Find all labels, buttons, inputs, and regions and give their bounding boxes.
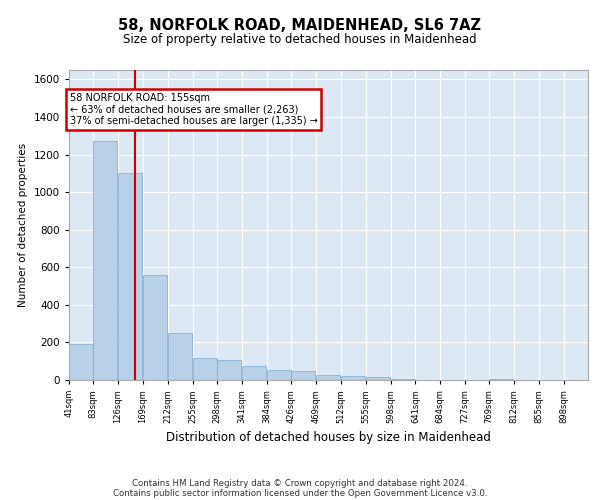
Bar — [242, 366, 266, 380]
Bar — [69, 344, 93, 380]
Bar — [193, 358, 217, 380]
Bar — [217, 360, 241, 380]
Bar — [341, 376, 365, 380]
Text: Contains public sector information licensed under the Open Government Licence v3: Contains public sector information licen… — [113, 488, 487, 498]
Y-axis label: Number of detached properties: Number of detached properties — [18, 143, 28, 307]
Bar — [118, 174, 142, 380]
Text: 58, NORFOLK ROAD, MAIDENHEAD, SL6 7AZ: 58, NORFOLK ROAD, MAIDENHEAD, SL6 7AZ — [119, 18, 482, 32]
X-axis label: Distribution of detached houses by size in Maidenhead: Distribution of detached houses by size … — [166, 431, 491, 444]
Bar — [366, 376, 389, 380]
Bar — [391, 379, 415, 380]
Bar — [489, 379, 513, 380]
Bar — [267, 370, 291, 380]
Text: Contains HM Land Registry data © Crown copyright and database right 2024.: Contains HM Land Registry data © Crown c… — [132, 478, 468, 488]
Bar — [291, 371, 315, 380]
Text: Size of property relative to detached houses in Maidenhead: Size of property relative to detached ho… — [123, 32, 477, 46]
Bar — [316, 374, 340, 380]
Bar — [143, 275, 167, 380]
Text: 58 NORFOLK ROAD: 155sqm
← 63% of detached houses are smaller (2,263)
37% of semi: 58 NORFOLK ROAD: 155sqm ← 63% of detache… — [70, 92, 317, 126]
Bar — [168, 333, 191, 380]
Bar — [93, 142, 117, 380]
